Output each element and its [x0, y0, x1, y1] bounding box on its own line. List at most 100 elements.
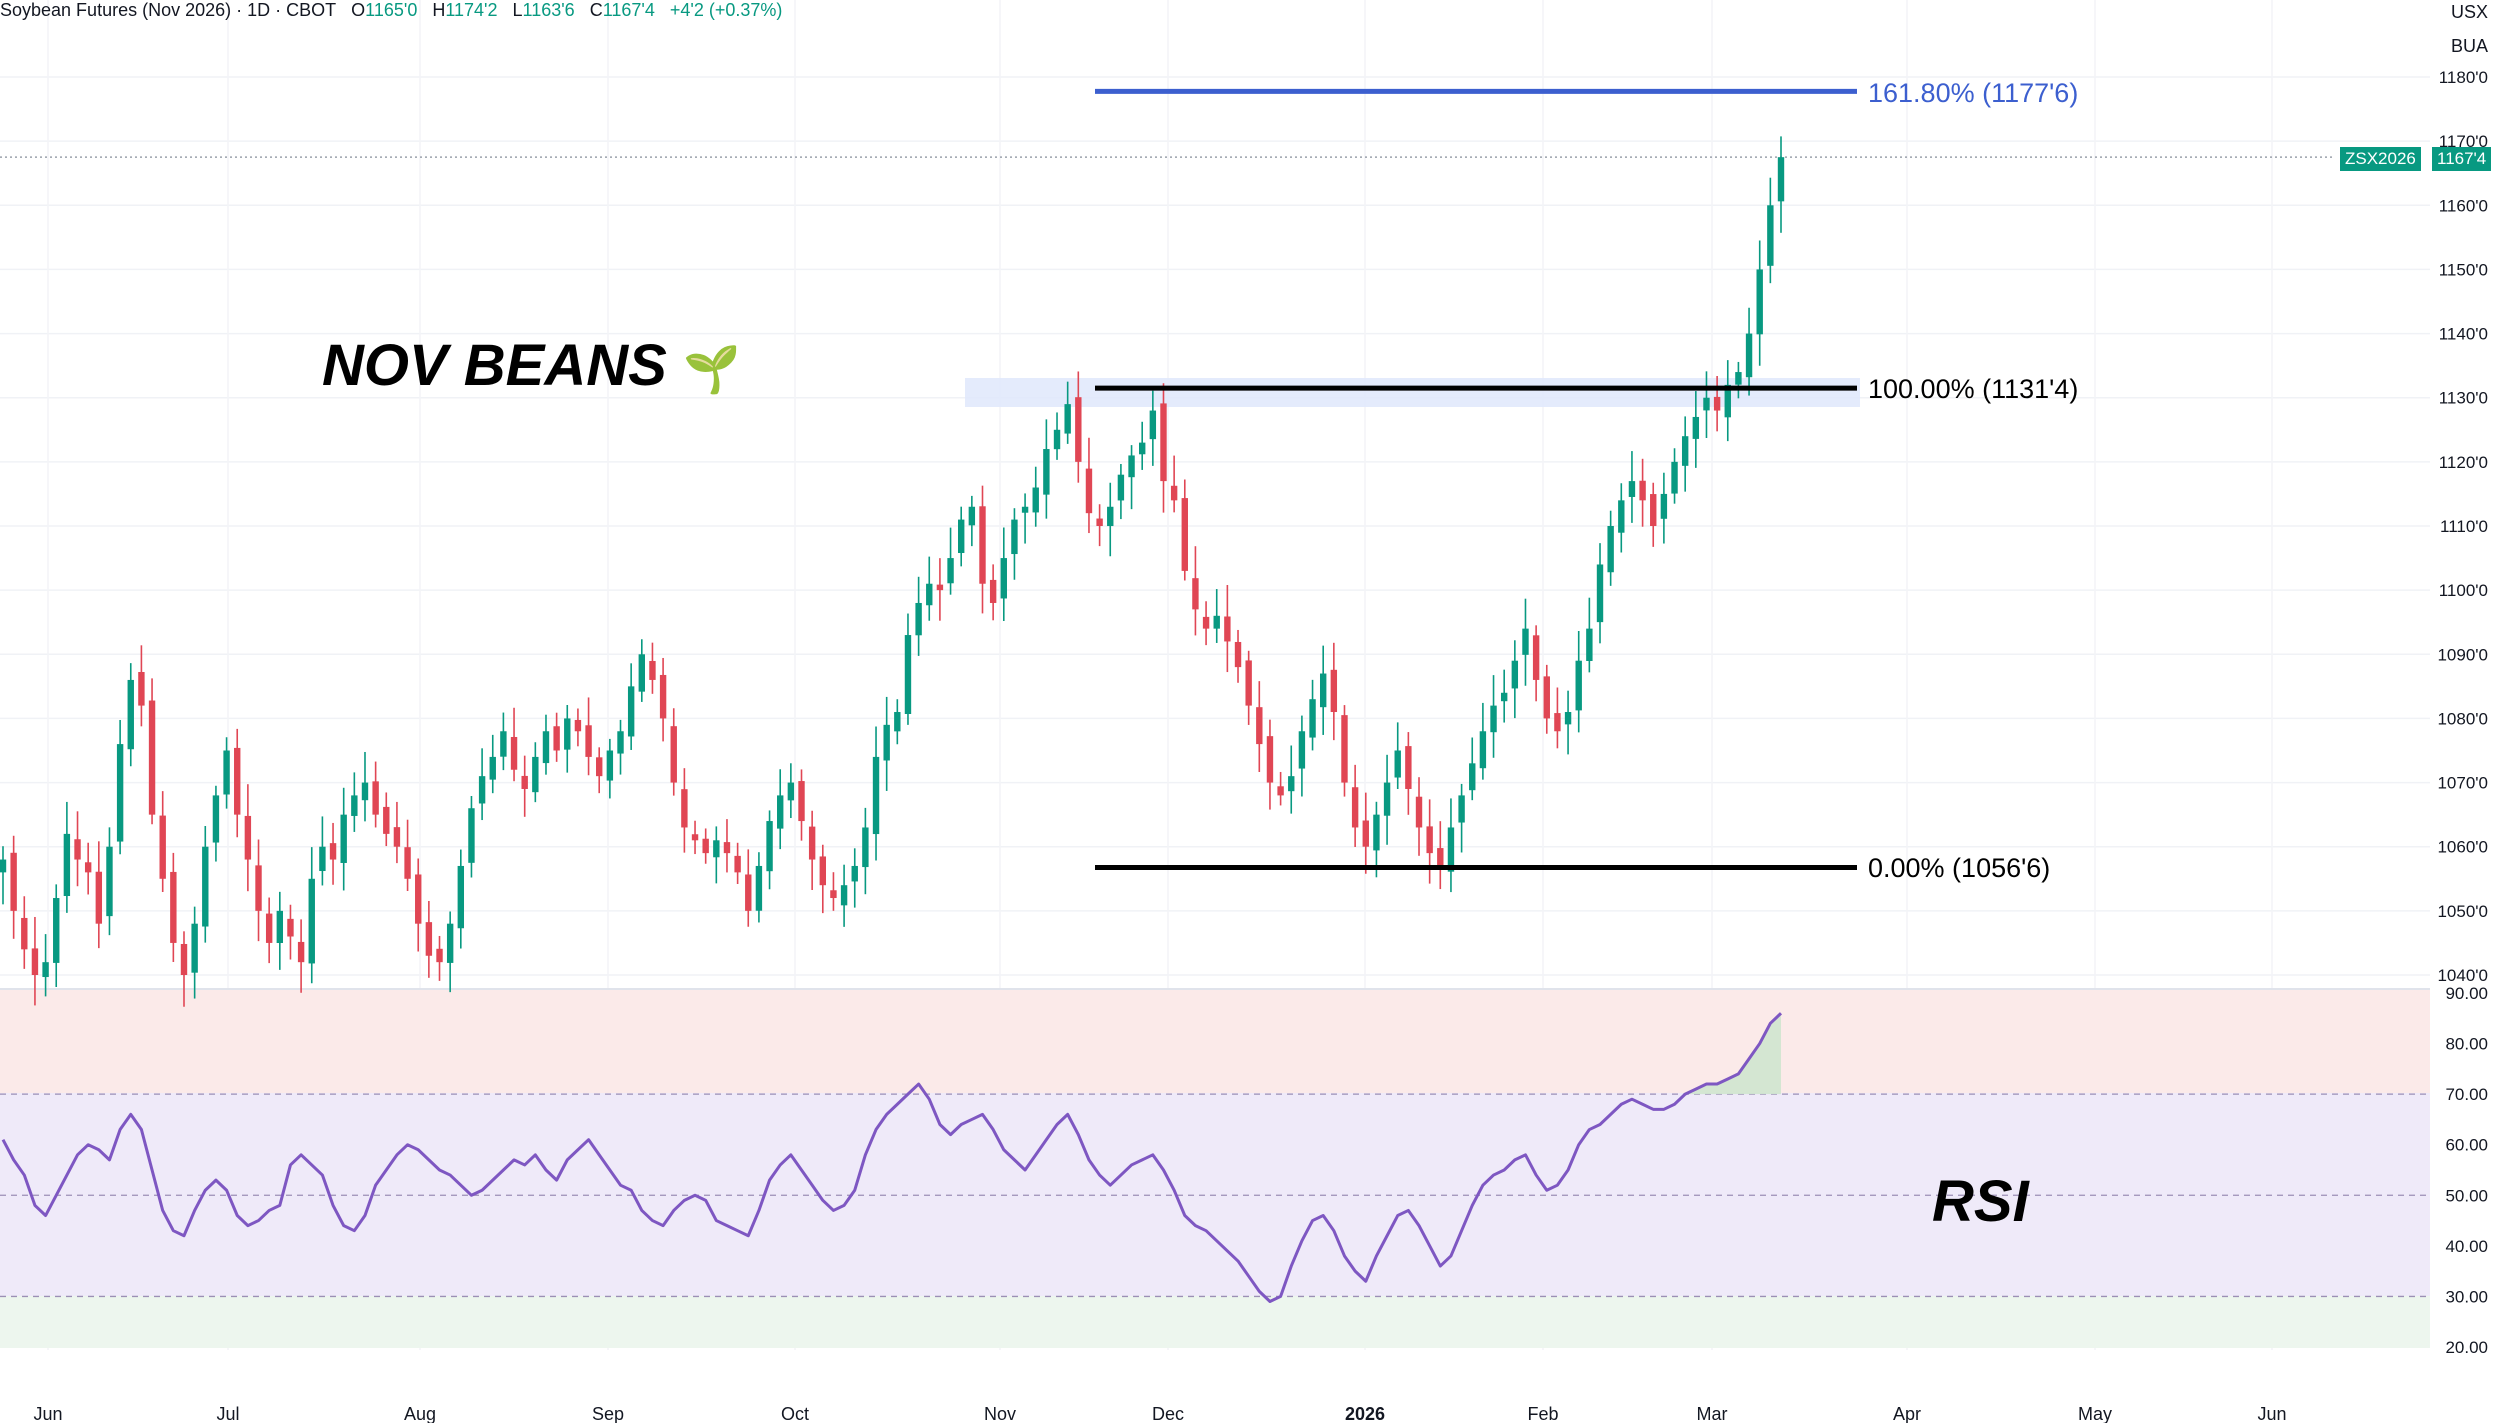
candle-body	[84, 862, 92, 873]
candle-body	[500, 731, 507, 757]
candle-body	[1586, 628, 1593, 662]
candle-body	[596, 757, 603, 777]
candle-body	[1181, 498, 1188, 571]
price-tick-label: 1180'0	[2439, 68, 2488, 87]
candle-body	[42, 962, 49, 978]
open-value: 1165'0	[365, 0, 418, 20]
candle-body	[670, 726, 677, 783]
candle-body	[968, 506, 976, 526]
candle-body	[1032, 487, 1039, 513]
candle-body	[1000, 558, 1007, 599]
candle-body	[894, 712, 901, 732]
candle-body	[63, 833, 71, 897]
candle-body	[191, 923, 198, 973]
candle-body	[340, 814, 347, 863]
rsi-axis[interactable]: 20.00 30.00 40.00 50.00 60.00 70.00 80.00 90.00	[2445, 984, 2488, 1357]
candle-body	[180, 943, 188, 975]
candle-body	[1767, 205, 1774, 266]
candle-body	[808, 826, 816, 860]
symbol-title: Soybean Futures (Nov 2026) · 1D · CBOT	[0, 0, 337, 20]
candle-body	[574, 719, 582, 732]
candle-body	[627, 686, 635, 737]
candle-body	[989, 579, 997, 603]
candle-body	[1245, 660, 1252, 706]
candle-body	[1192, 578, 1199, 610]
candle-body	[159, 815, 166, 879]
candle-body	[1128, 455, 1135, 478]
rsi-level-lines	[0, 1093, 2430, 1298]
candle-body	[1075, 397, 1082, 462]
price-tick-label: 1170'0	[2439, 132, 2488, 151]
candle-body	[1277, 786, 1284, 796]
candle-body	[1053, 429, 1061, 450]
candle-body	[851, 865, 858, 882]
candle-body	[415, 874, 422, 924]
candle-body	[510, 736, 518, 770]
time-tick-label: Jun	[33, 1404, 62, 1423]
candle-body	[1745, 333, 1753, 378]
candle-body	[883, 724, 890, 761]
candle-body	[1138, 442, 1146, 455]
candle-body	[1383, 782, 1391, 816]
candle-body	[1777, 157, 1785, 202]
rsi-annotation: RSI	[1932, 1169, 2029, 1234]
currency-label[interactable]: USX	[2450, 2, 2488, 22]
time-tick-label: Sep	[592, 1404, 624, 1423]
candle-body	[1096, 518, 1103, 526]
candle-body	[745, 874, 752, 911]
candle-body	[1543, 676, 1550, 719]
sprout-icon: 🌱	[682, 343, 741, 395]
price-tick-label: 1050'0	[2437, 902, 2488, 921]
candle-body	[1405, 746, 1412, 789]
candle-body	[1575, 660, 1582, 711]
time-tick-label: Mar	[1697, 1404, 1728, 1423]
candle-body	[1660, 493, 1668, 519]
candle-body	[681, 789, 688, 828]
candle-body	[617, 731, 624, 754]
candle-body	[1288, 776, 1295, 792]
candle-body	[446, 923, 454, 963]
price-tick-label: 1140'0	[2439, 325, 2488, 344]
candle-body	[138, 672, 145, 706]
candle-body	[766, 821, 773, 872]
candle-body	[1628, 481, 1636, 497]
unit-label[interactable]: BUA	[2450, 36, 2488, 56]
candle-body	[1021, 506, 1029, 513]
price-axis[interactable]: 1040'0 1050'0 1060'0 1070'0 1080'0 1090'0 1100…	[2437, 68, 2488, 985]
candle-body	[457, 865, 465, 929]
candle-body	[1692, 416, 1700, 439]
candle-body	[436, 948, 443, 963]
rsi-tick-label: 40.00	[2445, 1237, 2488, 1256]
time-tick-label: Feb	[1527, 1404, 1558, 1423]
candle-body	[713, 840, 720, 858]
low-label: L	[512, 0, 523, 20]
candle-body	[1319, 673, 1327, 708]
time-axis[interactable]: Jun Jul Aug Sep Oct Nov Dec 2026 Feb Mar Apr May Jun	[33, 1404, 2286, 1423]
candle-body	[1043, 449, 1050, 495]
candle-body	[1703, 397, 1710, 411]
title-text: NOV BEANS	[322, 333, 667, 398]
candle-body	[542, 731, 550, 764]
candle-body	[106, 846, 113, 917]
candle-body	[425, 922, 433, 956]
candle-body	[1564, 712, 1572, 725]
rsi-tick-label: 50.00	[2445, 1186, 2488, 1205]
candle-body	[1479, 731, 1487, 769]
rsi-oversold-band	[0, 1296, 2430, 1348]
candle-body	[1458, 795, 1465, 823]
rsi-tick-label: 90.00	[2445, 984, 2488, 1003]
candle-body	[1362, 820, 1369, 847]
candle-body	[1373, 814, 1380, 851]
candle-body	[1650, 494, 1657, 526]
candle-body	[1671, 461, 1678, 494]
candle-body	[21, 917, 28, 950]
candle-body	[564, 718, 571, 750]
candle-body	[1394, 750, 1401, 778]
candle-body	[862, 827, 869, 868]
candle-body	[1085, 468, 1093, 514]
price-tick-label: 1090'0	[2437, 645, 2488, 664]
rsi-tick-label: 60.00	[2445, 1136, 2488, 1155]
candle-body	[31, 948, 39, 975]
candle-body	[1724, 384, 1731, 418]
